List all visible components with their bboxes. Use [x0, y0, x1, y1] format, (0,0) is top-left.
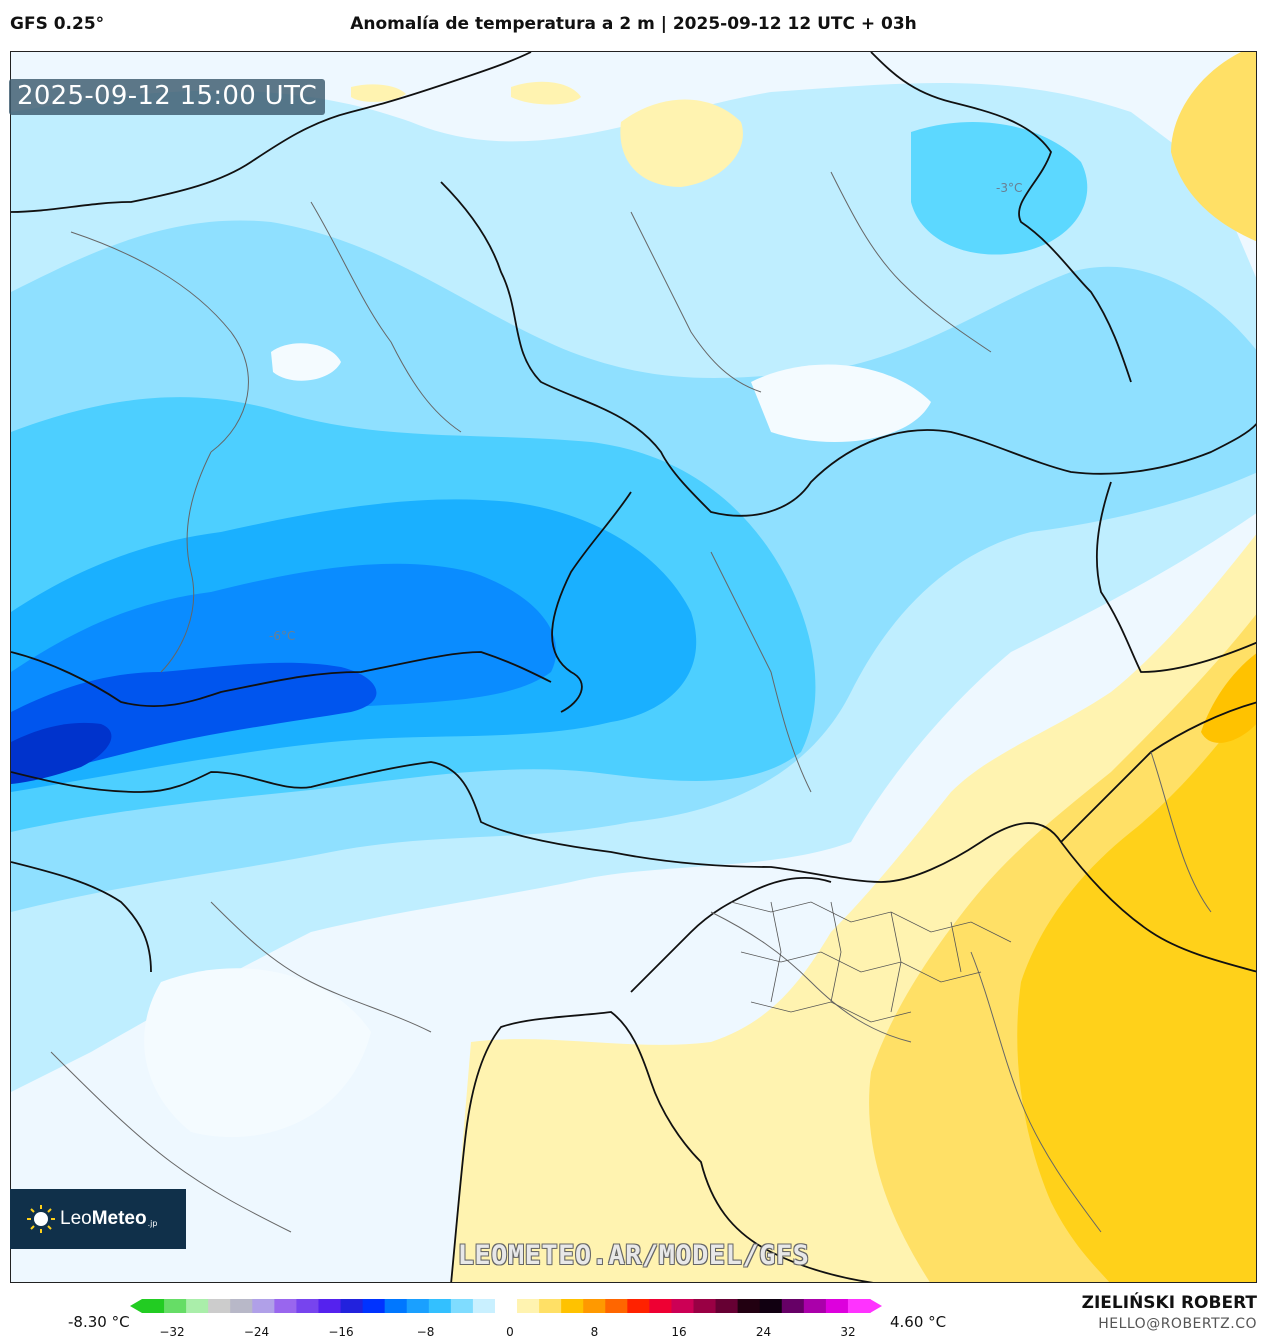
author-name: ZIELIŃSKI ROBERT	[1081, 1293, 1257, 1313]
anomaly-gold	[1017, 694, 1256, 1282]
coastline	[450, 1011, 874, 1282]
colorbar-cell	[737, 1299, 761, 1313]
leometeo-logo[interactable]: LeoMeteo .jp	[10, 1189, 186, 1249]
colorbar-cell	[362, 1299, 386, 1313]
colorbar-cell	[781, 1299, 805, 1313]
source-watermark: LEOMETEO.AR/MODEL/GFS	[457, 1240, 810, 1271]
colorbar-cell	[825, 1299, 849, 1313]
anomaly-ne-blue	[911, 122, 1088, 255]
dense-admin-cluster	[730, 901, 1012, 1023]
colorbar-cell	[649, 1299, 673, 1313]
colorbar-cell	[539, 1299, 562, 1313]
colorbar-cell	[230, 1299, 253, 1313]
logo-text: LeoMeteo	[60, 1208, 147, 1229]
colorbar-cell	[252, 1299, 275, 1313]
colorbar-cell	[693, 1299, 717, 1313]
colorbar-high-arrow	[870, 1299, 882, 1313]
admin-borders	[50, 171, 1212, 1233]
anomaly-white-pocket	[271, 343, 341, 381]
colorbar-tick-label: −16	[328, 1325, 354, 1339]
colorbar-cell	[671, 1299, 695, 1313]
contour-label-ne: -3°C	[996, 181, 1022, 195]
colorbar-tick-label: 32	[840, 1325, 856, 1339]
valid-time-badge: 2025-09-12 15:00 UTC	[9, 79, 326, 115]
colorbar-tick-label: 0	[506, 1325, 514, 1339]
anomaly-ne-yellow	[1171, 52, 1256, 242]
sun-icon	[27, 1205, 55, 1233]
colorbar-cell	[561, 1299, 584, 1313]
anomaly-white-pocket-2	[751, 364, 931, 442]
author-email[interactable]: HELLO@ROBERTZ.CO	[1098, 1316, 1257, 1332]
map-title: Anomalía de temperatura a 2 m | 2025-09-…	[350, 14, 917, 34]
color-scale-bar	[130, 1299, 882, 1313]
colorbar-cell	[318, 1299, 342, 1313]
country-borders	[11, 52, 1256, 993]
anomaly-n-yellow	[620, 99, 743, 187]
colorbar-cell	[494, 1299, 518, 1313]
colorbar-cell	[186, 1299, 209, 1313]
contour-label-w: -6°C	[269, 629, 295, 643]
colorbar-tick-label: −24	[243, 1325, 270, 1339]
colorbar-cell	[450, 1299, 474, 1313]
legend-min-label: -8.30 °C	[68, 1313, 130, 1331]
colorbar-cell	[472, 1299, 496, 1313]
legend-max-label: 4.60 °C	[890, 1313, 947, 1331]
colorbar-cell	[164, 1299, 187, 1313]
colorbar-cell	[406, 1299, 430, 1313]
colorbar-cell	[583, 1299, 606, 1313]
colorbar-cell	[715, 1299, 739, 1313]
anomaly-deepest-blue	[11, 722, 112, 784]
anomaly-amber	[1201, 653, 1256, 743]
colorbar-cell	[627, 1299, 650, 1313]
colorbar-cell	[847, 1299, 871, 1313]
colorbar-cell	[759, 1299, 783, 1313]
anomaly-n-yellow-small	[511, 81, 581, 105]
colorbar-tick-label: 24	[755, 1325, 772, 1339]
colorbar-tick-label: 8	[590, 1325, 599, 1339]
anomaly-white-pocket-3	[144, 968, 371, 1138]
colorbar-cell	[274, 1299, 298, 1313]
colorbar-cell	[142, 1299, 165, 1313]
temperature-anomaly-map: -3°C -6°C	[10, 51, 1257, 1283]
colorbar-cell	[296, 1299, 320, 1313]
colorbar-tick-label: 16	[671, 1325, 687, 1339]
colorbar-tick-label: −8	[416, 1325, 435, 1339]
colorbar-cell	[208, 1299, 231, 1313]
logo-suffix: .jp	[147, 1218, 158, 1228]
anomaly-n-yellow-left	[351, 84, 406, 102]
colorbar-cell	[605, 1299, 628, 1313]
colorbar-cell	[517, 1299, 540, 1313]
colorbar-cell	[428, 1299, 452, 1313]
colorbar-cell	[384, 1299, 408, 1313]
colorbar-tick-label: −32	[159, 1325, 185, 1339]
model-label: GFS 0.25°	[10, 14, 105, 34]
colorbar-cell	[803, 1299, 827, 1313]
colorbar-cell	[340, 1299, 364, 1313]
colorbar-low-arrow	[130, 1299, 142, 1313]
map-canvas: -3°C -6°C	[11, 52, 1256, 1282]
